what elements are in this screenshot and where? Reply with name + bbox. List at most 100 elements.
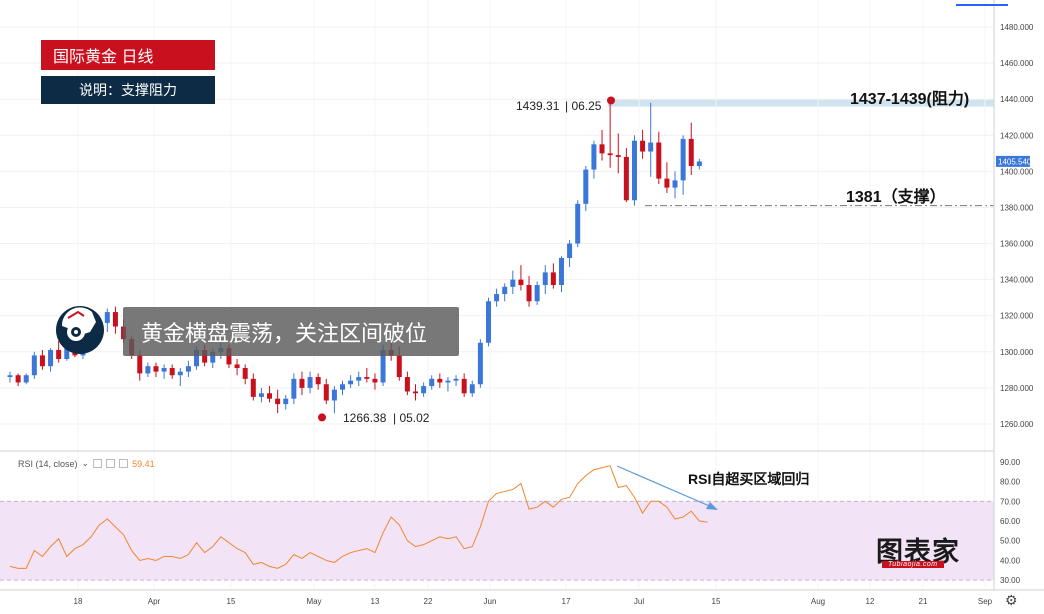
price-tick-label: 1300.000 [1000, 348, 1034, 357]
candle-body [242, 368, 248, 379]
chart-subtitle-badge: 说明：支撑阻力 [41, 76, 215, 104]
swing-low-dot [318, 413, 326, 422]
candle-body [510, 279, 516, 287]
time-tick-label: 18 [74, 597, 83, 606]
price-tick-label: 1260.000 [1000, 420, 1034, 429]
candle-body [258, 393, 264, 397]
price-tick-label: 1420.000 [1000, 131, 1034, 140]
candle-body [567, 243, 573, 258]
gear-icon[interactable]: ⚙ [1005, 592, 1018, 608]
candle-body [583, 169, 589, 204]
candle-body [421, 386, 427, 394]
rsi-legend-value: 59.41 [132, 458, 155, 469]
swing-low-date: 05.02 [399, 411, 430, 425]
time-tick-label: May [306, 597, 321, 606]
candle-body [615, 155, 621, 157]
candle-body [518, 279, 524, 286]
chart-title-badge: 国际黄金 日线 [41, 40, 215, 70]
eye-icon[interactable] [93, 459, 103, 468]
candle-body [607, 153, 613, 156]
rsi-legend: RSI (14, close) ⌄ 59.41 [18, 458, 155, 469]
candle-body [688, 138, 694, 166]
candle-body [672, 180, 678, 188]
candle-body [267, 393, 273, 399]
settings-icon[interactable] [106, 459, 116, 468]
candle-body [323, 384, 329, 401]
candle-body [550, 272, 556, 286]
candle-body [194, 349, 200, 367]
swing-high-dot [607, 96, 615, 105]
rsi-legend-name: RSI (14, close) [18, 458, 78, 469]
time-tick-label: Aug [811, 597, 825, 606]
candle-body [169, 368, 175, 376]
candle-body [348, 380, 354, 385]
swing-low-date-label: | 05.02 [393, 411, 430, 425]
support-label: 1381（支撑） [846, 189, 946, 206]
last-price-marker [996, 155, 1030, 167]
candle-body [331, 389, 337, 401]
candle-body [648, 142, 654, 152]
price-tick-label: 1440.000 [1000, 95, 1034, 104]
candle-body [575, 203, 581, 244]
candle-body [7, 375, 13, 378]
rsi-tick-label: 50.00 [1000, 537, 1021, 546]
candle-body [137, 355, 143, 374]
price-tick-label: 1480.000 [1000, 23, 1034, 32]
candle-body [210, 351, 216, 363]
price-tick-label: 1280.000 [1000, 384, 1034, 393]
candle-body [315, 377, 321, 385]
candle-body [534, 285, 540, 302]
candle-body [226, 348, 232, 365]
candle-body [145, 366, 151, 374]
candle-body [56, 349, 62, 359]
time-tick-label: Jul [634, 597, 644, 606]
candle-body [599, 144, 605, 154]
candle-body [445, 380, 451, 383]
top-accent-strip [956, 4, 1008, 6]
time-tick-label: 12 [866, 597, 875, 606]
rsi-tick-label: 30.00 [1000, 576, 1021, 585]
brand-logo: 图表家 Tubiaojia.com [876, 530, 976, 574]
close-icon[interactable] [119, 459, 129, 468]
candle-body [161, 368, 167, 372]
candle-body [372, 378, 378, 383]
rsi-trend-arrow [616, 465, 715, 509]
swing-high-price-label: 1439.31 [516, 99, 560, 113]
candle-body [185, 366, 191, 372]
candle-body [153, 366, 159, 372]
rsi-tick-label: 60.00 [1000, 517, 1021, 526]
candle-body [453, 378, 459, 381]
candle-body [39, 355, 45, 367]
price-tick-label: 1380.000 [1000, 203, 1034, 212]
price-tick-label: 1400.000 [1000, 167, 1034, 176]
candle-body [437, 378, 443, 383]
candle-body [15, 375, 21, 383]
time-tick-label: 22 [424, 597, 433, 606]
candle-body [23, 375, 29, 383]
rsi-line [9, 465, 708, 569]
candle-body [429, 378, 435, 387]
time-tick-label: Jun [484, 597, 497, 606]
candle-body [275, 398, 281, 405]
chevron-down-icon[interactable]: ⌄ [81, 458, 90, 468]
candle-body [396, 355, 402, 378]
price-tick-label: 1460.000 [1000, 59, 1034, 68]
swing-low-price-label: 1266.38 [343, 411, 387, 425]
last-price-label: 1405.540 [998, 157, 1032, 166]
candle-body [558, 257, 564, 286]
candle-body [104, 312, 110, 323]
candle-body [404, 377, 410, 392]
candle-body [494, 294, 500, 302]
candle-body [502, 286, 508, 295]
time-tick-label: 13 [371, 597, 380, 606]
candle-body [631, 140, 637, 201]
time-tick-label: 15 [227, 597, 236, 606]
candle-body [485, 301, 491, 343]
time-tick-label: 21 [919, 597, 928, 606]
candle-body [112, 312, 118, 327]
candle-body [469, 384, 475, 394]
candle-body [250, 378, 256, 397]
time-tick-label: Apr [148, 597, 161, 606]
rsi-tick-label: 70.00 [1000, 497, 1021, 506]
resistance-zone [608, 99, 994, 107]
